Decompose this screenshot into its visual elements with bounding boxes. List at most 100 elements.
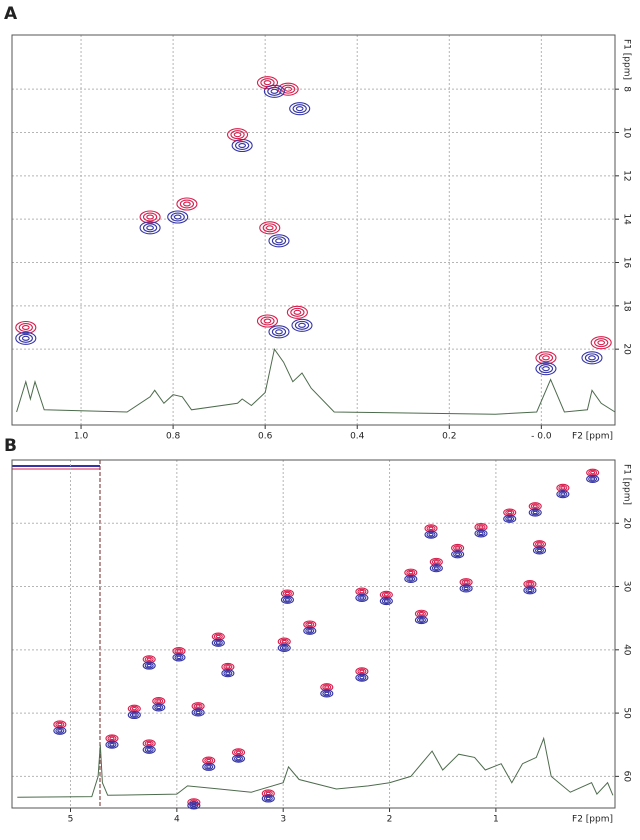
contour — [532, 504, 538, 508]
contour — [268, 234, 290, 248]
y-tick-label: 40 — [622, 644, 632, 656]
contour — [455, 552, 461, 556]
contour — [221, 669, 235, 678]
contour — [507, 510, 513, 515]
contour — [139, 210, 161, 224]
contour — [173, 214, 182, 220]
contour — [428, 532, 434, 537]
contour — [206, 765, 212, 769]
y-tick-label: 20 — [622, 343, 632, 355]
contour — [292, 104, 307, 114]
peak — [187, 801, 201, 810]
peak — [152, 703, 166, 712]
x-axis-label: F2 [ppm] — [572, 432, 613, 442]
contour — [558, 491, 568, 498]
contour — [146, 741, 152, 746]
contour — [281, 84, 296, 94]
contour — [270, 88, 279, 94]
contour — [129, 712, 139, 718]
peak — [259, 221, 281, 235]
peak — [289, 102, 311, 116]
contour — [142, 661, 156, 670]
contour — [187, 798, 201, 807]
contour — [223, 670, 233, 677]
x-tick-label: 2 — [387, 815, 393, 825]
peak — [172, 653, 186, 662]
y-tick-label: 30 — [622, 581, 632, 593]
contour — [418, 618, 424, 622]
contour — [261, 794, 275, 803]
contour — [590, 336, 612, 350]
plot-frame — [11, 459, 616, 809]
contour — [109, 743, 115, 747]
contour — [538, 364, 554, 374]
peak — [355, 593, 369, 602]
contour — [176, 655, 182, 660]
contour — [105, 740, 119, 749]
contour — [238, 142, 247, 149]
peak — [53, 726, 67, 735]
peak — [139, 221, 161, 235]
contour — [15, 320, 37, 335]
contour — [213, 639, 223, 646]
contour — [18, 322, 33, 333]
contour — [265, 796, 271, 801]
contour — [286, 305, 308, 319]
contour — [424, 530, 438, 539]
x-tick-label: 0.8 — [166, 432, 181, 442]
contour — [170, 212, 185, 222]
contour — [146, 663, 152, 668]
contour — [322, 690, 332, 697]
contour — [235, 756, 242, 761]
contour — [271, 236, 287, 246]
contour — [174, 654, 184, 661]
x-tick-label: 0.6 — [258, 432, 273, 442]
contour — [21, 335, 30, 341]
x-tick-label: 0.4 — [350, 432, 365, 442]
contour — [295, 106, 304, 112]
contour — [527, 588, 533, 593]
contour — [15, 331, 37, 345]
peak — [459, 584, 473, 593]
contour — [381, 598, 391, 604]
contour — [57, 729, 63, 733]
contour — [530, 509, 540, 516]
x-tick-label: 4 — [174, 815, 180, 825]
x-tick-label: - 0.0 — [531, 432, 552, 442]
contour — [414, 616, 428, 625]
y-axis-label: F1 [ppm] — [622, 464, 632, 505]
contour — [275, 329, 283, 335]
contour — [359, 675, 365, 680]
contour — [225, 671, 231, 675]
contour — [290, 307, 305, 317]
peak — [167, 210, 189, 224]
contour — [231, 138, 253, 153]
contour — [189, 802, 199, 809]
y-tick-label: 8 — [622, 86, 632, 92]
peak — [474, 529, 488, 538]
contour — [53, 726, 67, 735]
peak — [127, 710, 141, 720]
contour — [282, 596, 292, 603]
contour — [263, 80, 272, 86]
contour — [459, 584, 473, 593]
contour — [179, 199, 195, 209]
contour — [176, 197, 198, 211]
peak — [320, 689, 334, 698]
peak — [424, 530, 438, 539]
peak — [277, 82, 299, 96]
contour — [279, 645, 289, 651]
contour — [107, 741, 117, 748]
contour — [271, 327, 287, 337]
contour — [594, 338, 609, 348]
contour — [324, 691, 330, 696]
contour — [298, 322, 306, 328]
peak — [355, 673, 369, 682]
contour — [597, 340, 606, 346]
contour — [305, 627, 315, 634]
contour — [284, 86, 293, 92]
contour — [146, 225, 154, 231]
peak — [291, 318, 313, 332]
